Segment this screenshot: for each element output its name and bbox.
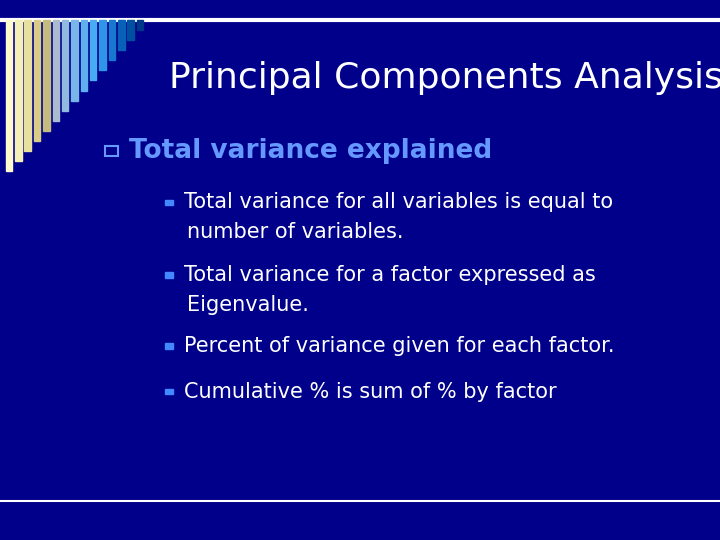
- Bar: [127, 20, 134, 40]
- Bar: [118, 20, 125, 50]
- Bar: [34, 20, 40, 141]
- Text: Total variance for a factor expressed as: Total variance for a factor expressed as: [184, 265, 595, 286]
- Bar: [165, 343, 173, 349]
- Bar: [43, 20, 50, 131]
- Bar: [165, 199, 173, 205]
- Bar: [99, 20, 106, 70]
- Bar: [165, 272, 173, 279]
- Bar: [15, 20, 22, 161]
- Text: Total variance explained: Total variance explained: [129, 138, 492, 164]
- Bar: [165, 389, 173, 394]
- Bar: [109, 20, 115, 60]
- Text: Cumulative % is sum of % by factor: Cumulative % is sum of % by factor: [184, 381, 557, 402]
- Text: Eigenvalue.: Eigenvalue.: [187, 295, 309, 315]
- Bar: [90, 20, 96, 80]
- Bar: [105, 146, 118, 156]
- Bar: [137, 20, 143, 30]
- Bar: [6, 20, 12, 171]
- Bar: [62, 20, 68, 111]
- Bar: [24, 20, 31, 151]
- Text: number of variables.: number of variables.: [187, 222, 404, 242]
- Text: Total variance for all variables is equal to: Total variance for all variables is equa…: [184, 192, 613, 213]
- Bar: [71, 20, 78, 100]
- Bar: [81, 20, 87, 91]
- Text: Percent of variance given for each factor.: Percent of variance given for each facto…: [184, 335, 614, 356]
- Bar: [53, 20, 59, 121]
- Text: Principal Components Analysis: Principal Components Analysis: [169, 62, 720, 95]
